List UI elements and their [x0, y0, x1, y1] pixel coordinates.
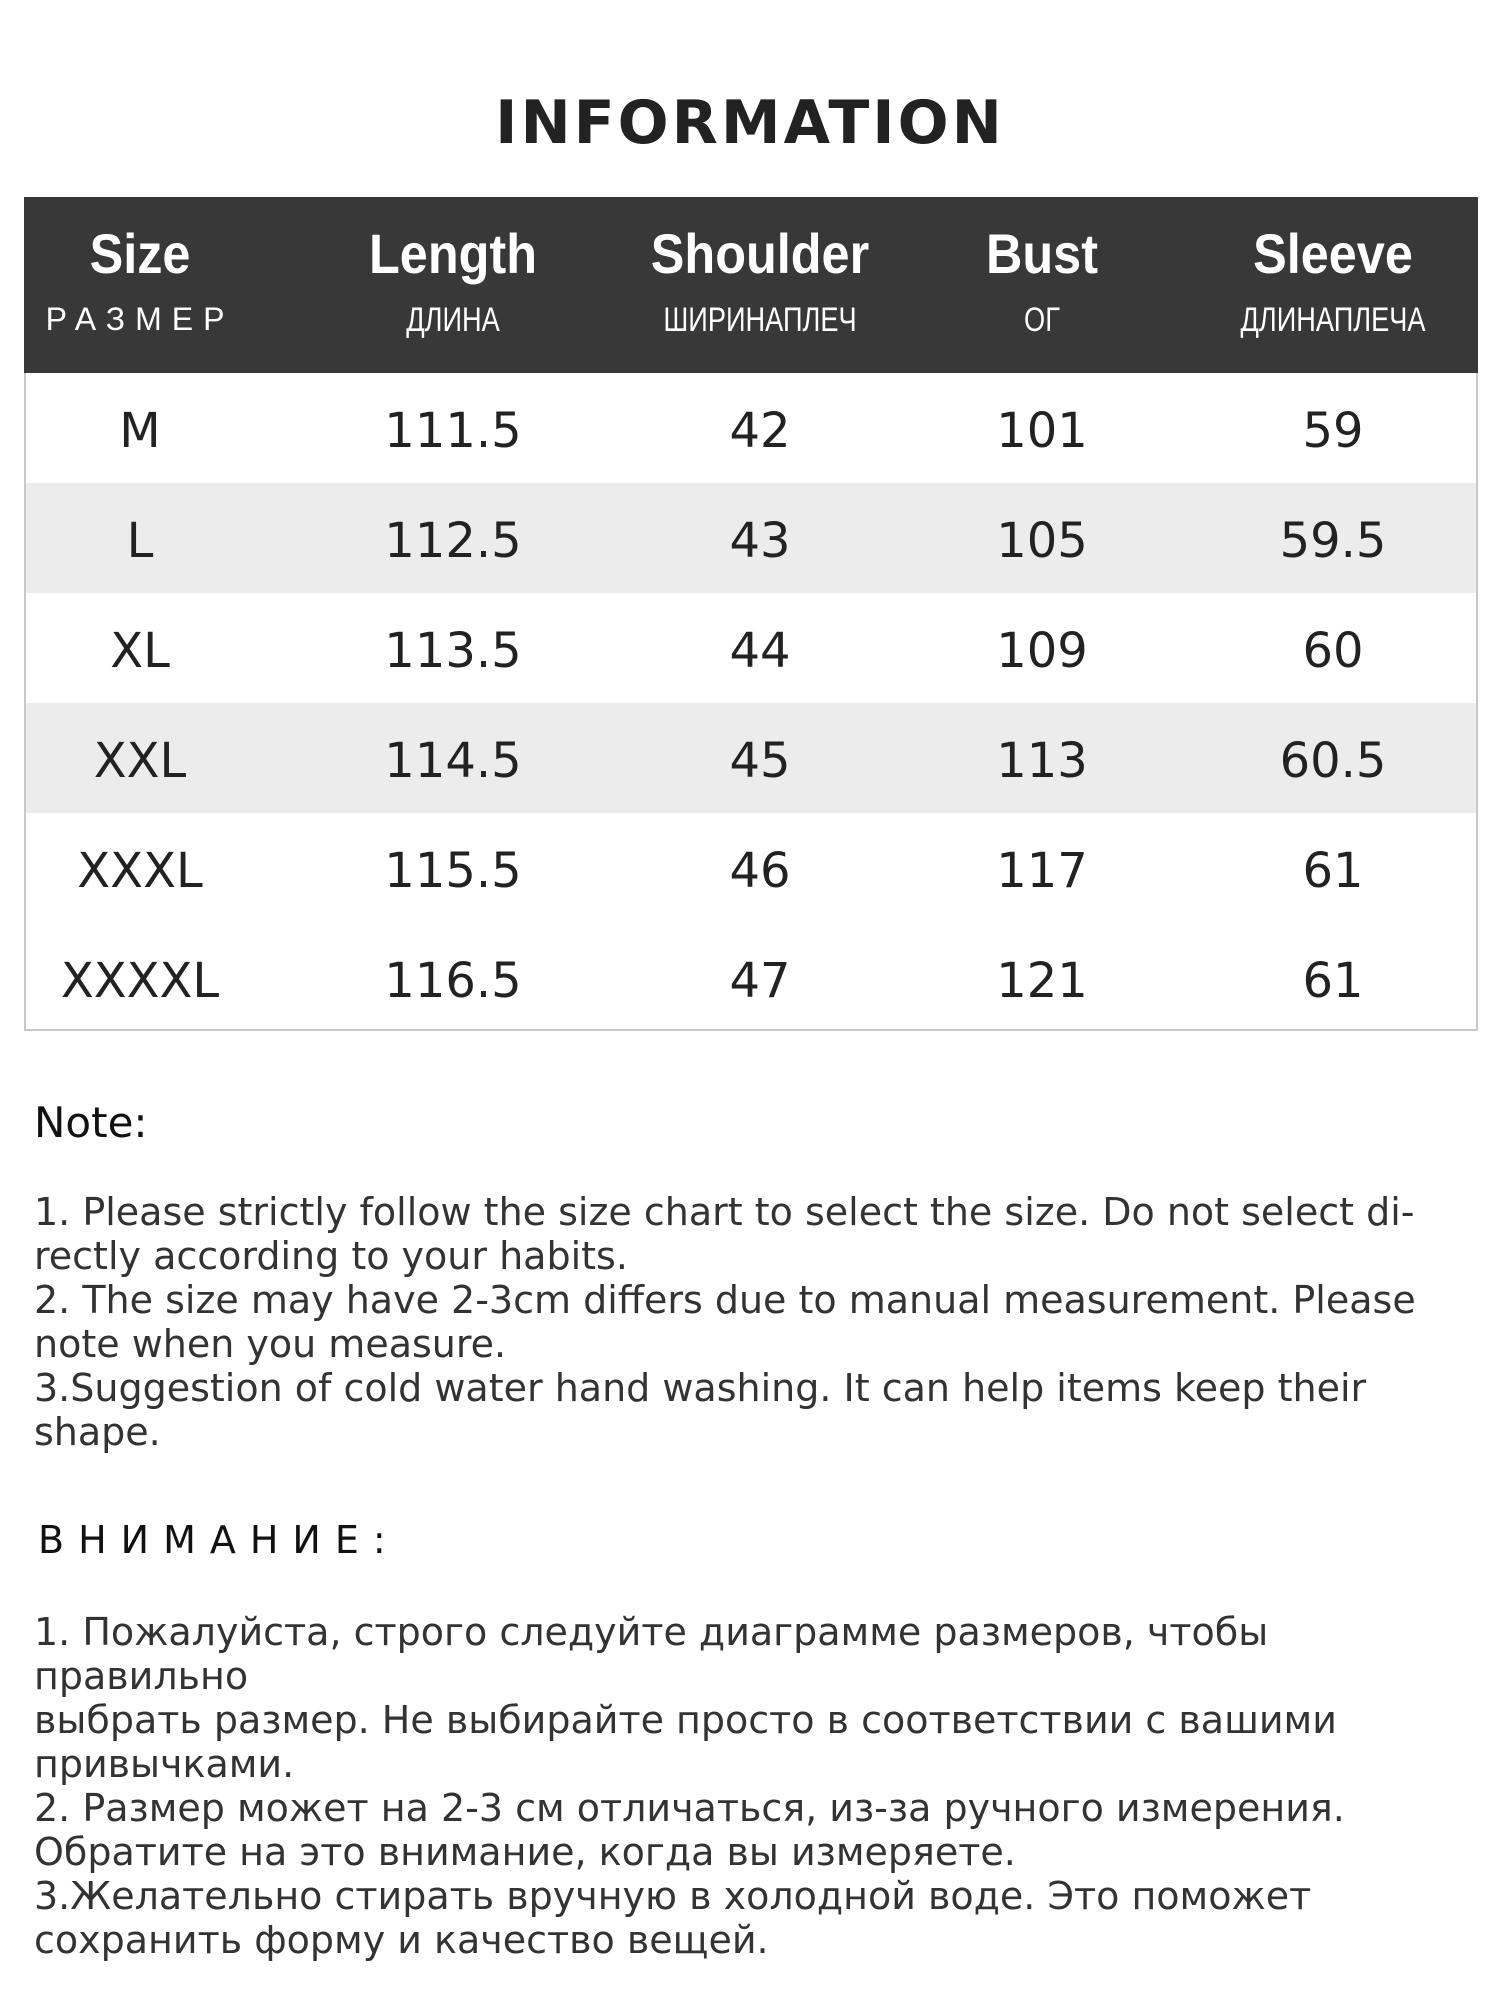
- table-cell: L: [126, 513, 154, 569]
- table-cell: XXXL: [77, 843, 203, 899]
- note-heading: Note:: [34, 1098, 148, 1147]
- table-cell: 44: [729, 623, 791, 679]
- table-cell: 46: [729, 843, 791, 899]
- note-line: 1. Пожалуйста, строго следуйте диаграмме…: [34, 1610, 1269, 1698]
- table-cell: 112.5: [384, 513, 522, 569]
- column-header-en: Bust: [985, 222, 1098, 285]
- note-line: 3.Suggestion of cold water hand washing.…: [34, 1366, 1367, 1410]
- column-header-ru: ДЛИНАПЛЕЧА: [1240, 301, 1426, 339]
- table-cell: 115.5: [384, 843, 522, 899]
- column-header-en: Sleeve: [1253, 222, 1413, 285]
- table-cell: 114.5: [384, 733, 522, 789]
- table-cell: 101: [996, 403, 1088, 459]
- note-line: сохранить форму и качество вещей.: [34, 1918, 769, 1962]
- table-cell: 113: [996, 733, 1088, 789]
- table-row: XXXL 115.5 46 117 61: [26, 813, 1476, 923]
- note-ru-text: 1. Пожалуйста, строго следуйте диаграмме…: [34, 1610, 1474, 1962]
- column-header-en: Shoulder: [650, 222, 870, 285]
- note-line: rectly according to your habits.: [34, 1234, 628, 1278]
- table-cell: 111.5: [384, 403, 522, 459]
- table-cell: 45: [729, 733, 791, 789]
- note-line: Обратите на это внимание, когда вы измер…: [34, 1830, 1016, 1874]
- table-cell: M: [119, 403, 161, 459]
- note-line: note when you measure.: [34, 1322, 507, 1366]
- table-cell: 60: [1302, 623, 1364, 679]
- table-cell: 61: [1302, 953, 1364, 1009]
- table-row: XXXXL 116.5 47 121 61: [26, 923, 1476, 1033]
- table-row: M 111.5 42 101 59: [26, 373, 1476, 483]
- note-line: 2. The size may have 2-3cm differs due t…: [34, 1278, 1416, 1322]
- table-cell: 59: [1302, 403, 1364, 459]
- table-cell: 117: [996, 843, 1088, 899]
- table-cell: 121: [996, 953, 1088, 1009]
- table-cell: 105: [996, 513, 1088, 569]
- note-line: shape.: [34, 1410, 161, 1454]
- table-cell: XXXXL: [60, 953, 220, 1009]
- table-cell: XXL: [93, 733, 187, 789]
- column-header-ru: ШИРИНАПЛЕЧ: [663, 301, 857, 339]
- table-cell: 47: [729, 953, 791, 1009]
- note-text: 1. Please strictly follow the size chart…: [34, 1190, 1474, 1454]
- table-row: XXL 114.5 45 113 60.5: [26, 703, 1476, 813]
- note-line: привычками.: [34, 1742, 295, 1786]
- table-cell: 59.5: [1279, 513, 1387, 569]
- size-table: Size РАЗМЕР Length ДЛИНА Shoulder ШИРИНАПЛ…: [24, 197, 1478, 1031]
- table-header: Size РАЗМЕР Length ДЛИНА Shoulder ШИРИНАПЛ…: [24, 197, 1478, 373]
- table-cell: XL: [110, 623, 170, 679]
- table-cell: 60.5: [1279, 733, 1387, 789]
- column-header-en: Size: [89, 222, 191, 285]
- table-cell: 113.5: [384, 623, 522, 679]
- note-line: выбрать размер. Не выбирайте просто в со…: [34, 1698, 1337, 1742]
- table-cell: 43: [729, 513, 791, 569]
- note-ru-heading: ВНИМАНИЕ:: [38, 1518, 400, 1562]
- table-row: L 112.5 43 105 59.5: [26, 483, 1476, 593]
- note-line: 3.Желательно стирать вручную в холодной …: [34, 1874, 1312, 1918]
- column-header-en: Length: [369, 222, 537, 285]
- table-cell: 109: [996, 623, 1088, 679]
- table-cell: 61: [1302, 843, 1364, 899]
- table-cell: 42: [729, 403, 791, 459]
- page-title: INFORMATION: [495, 88, 1005, 158]
- column-header-ru: ОГ: [1024, 301, 1060, 339]
- column-header-ru: РАЗМЕР: [45, 301, 235, 337]
- column-header-ru: ДЛИНА: [406, 301, 500, 339]
- table-cell: 116.5: [384, 953, 522, 1009]
- note-line: 1. Please strictly follow the size chart…: [34, 1190, 1415, 1234]
- table-row: XL 113.5 44 109 60: [26, 593, 1476, 703]
- note-line: 2. Размер может на 2-3 см отличаться, из…: [34, 1786, 1345, 1830]
